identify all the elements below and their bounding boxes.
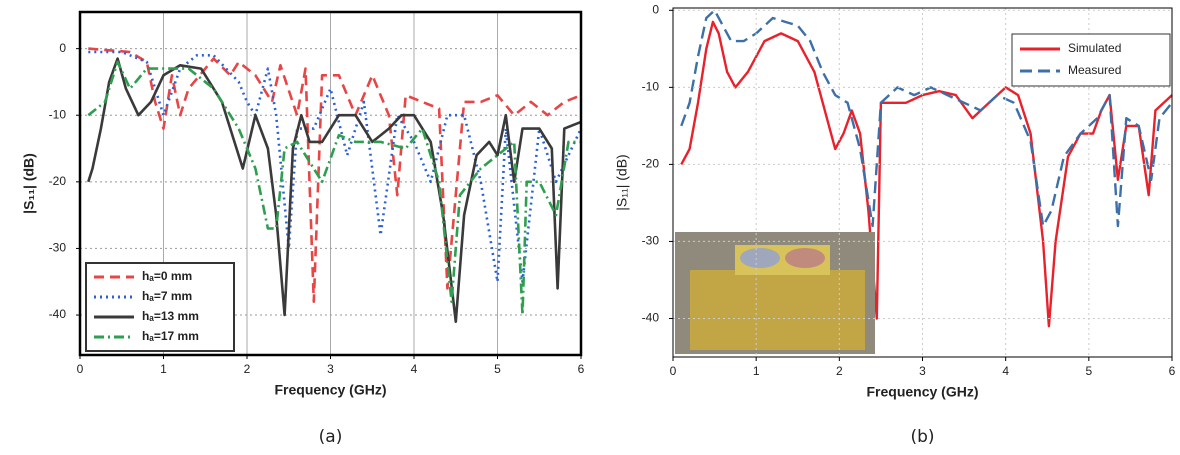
- x-tick-label: 3: [327, 362, 334, 376]
- photo-patch: [785, 248, 825, 268]
- x-tick-label: 2: [244, 362, 251, 376]
- plot-frame: [78, 10, 583, 357]
- y-tick-label: 0: [59, 41, 66, 55]
- legend-box: [1011, 33, 1171, 87]
- legend-label: hₐ=7 mm: [142, 289, 192, 303]
- x-tick-label: 5: [1085, 364, 1092, 378]
- caption: (b): [910, 427, 934, 447]
- y-tick-label: -10: [642, 80, 660, 94]
- inset-photo: [675, 232, 875, 354]
- x-axis-title: Frequency (GHz): [274, 382, 386, 398]
- photo-board: [690, 270, 865, 350]
- x-tick-label: 3: [919, 364, 926, 378]
- x-axis-title: Frequency (GHz): [866, 384, 978, 400]
- x-tick-label: 4: [411, 362, 418, 376]
- x-tick-label: 6: [1169, 364, 1176, 378]
- legend-label: hₐ=13 mm: [142, 309, 199, 323]
- x-tick-label: 5: [494, 362, 501, 376]
- y-tick-label: -20: [49, 174, 67, 188]
- y-tick-label: -10: [49, 107, 67, 121]
- series-line: [87, 57, 582, 323]
- legend-label: Measured: [1068, 63, 1121, 77]
- y-tick-label: 0: [652, 2, 659, 16]
- series-line: [680, 20, 1173, 328]
- y-tick-label: -40: [642, 311, 660, 325]
- y-tick-label: -20: [642, 157, 660, 171]
- x-tick-label: 0: [670, 364, 677, 378]
- x-tick-label: 4: [1002, 364, 1009, 378]
- y-axis-title: |S₁₁| (dB): [614, 154, 630, 210]
- series-line: [88, 50, 583, 283]
- photo-patch: [740, 248, 780, 268]
- x-tick-label: 2: [836, 364, 843, 378]
- series-line: [87, 60, 581, 317]
- x-tick-label: 1: [160, 362, 167, 376]
- legend-label: hₐ=17 mm: [142, 329, 199, 343]
- series-line: [88, 47, 582, 303]
- y-tick-label: -30: [49, 241, 67, 255]
- plot-frame: [672, 7, 1173, 358]
- y-tick-label: -30: [642, 234, 660, 248]
- y-axis-title: |S₁₁| (dB): [21, 153, 37, 214]
- y-tick-label: -40: [49, 307, 67, 321]
- caption: (a): [319, 427, 343, 447]
- legend-label: Simulated: [1068, 41, 1121, 55]
- x-tick-label: 6: [578, 362, 585, 376]
- legend-label: hₐ=0 mm: [142, 269, 192, 283]
- x-tick-label: 0: [77, 362, 84, 376]
- series-line: [680, 9, 1173, 228]
- x-tick-label: 1: [753, 364, 760, 378]
